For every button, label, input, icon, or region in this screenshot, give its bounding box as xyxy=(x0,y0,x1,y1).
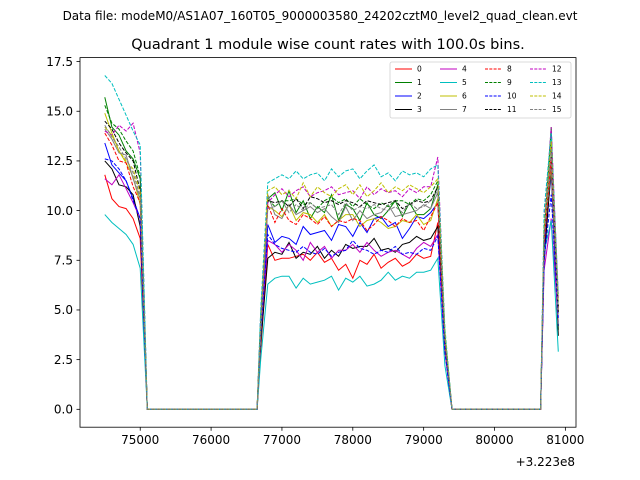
y-tick-label: 15.0 xyxy=(46,104,73,118)
series-line-11 xyxy=(104,120,559,410)
y-tick-label: 0.0 xyxy=(54,403,73,417)
legend-label-11: 11 xyxy=(507,105,517,114)
legend-label-1: 1 xyxy=(417,78,422,87)
figure-suptitle: Data file: modeM0/AS1A07_160T05_90000035… xyxy=(63,9,578,23)
legend-label-4: 4 xyxy=(462,65,467,74)
legend-label-15: 15 xyxy=(552,105,562,114)
y-axis-ticks: 0.0 2.5 5.0 7.5 10.0 12.5 15.0 17.5 xyxy=(46,55,80,417)
y-tick-label: 5.0 xyxy=(54,303,73,317)
x-tick-label: 79000 xyxy=(405,433,443,447)
legend-label-14: 14 xyxy=(552,92,562,101)
series-line-8 xyxy=(104,132,559,410)
chart-title: Quadrant 1 module wise count rates with … xyxy=(131,37,525,53)
series-line-9 xyxy=(104,105,559,410)
series-lines xyxy=(104,75,559,410)
legend-label-0: 0 xyxy=(417,65,422,74)
legend-label-7: 7 xyxy=(462,105,467,114)
x-tick-label: 78000 xyxy=(334,433,372,447)
x-tick-label: 77000 xyxy=(263,433,301,447)
axes-frame xyxy=(79,57,577,428)
legend-label-12: 12 xyxy=(552,65,562,74)
legend-label-3: 3 xyxy=(417,105,422,114)
legend-label-8: 8 xyxy=(507,65,512,74)
legend-label-5: 5 xyxy=(462,78,467,87)
y-tick-label: 2.5 xyxy=(54,353,73,367)
legend-label-2: 2 xyxy=(417,92,422,101)
y-tick-label: 12.5 xyxy=(46,154,73,168)
series-line-14 xyxy=(104,126,559,410)
y-tick-label: 10.0 xyxy=(46,204,73,218)
legend-label-9: 9 xyxy=(507,78,512,87)
series-line-13 xyxy=(104,75,559,410)
legend-label-13: 13 xyxy=(552,78,562,87)
x-tick-label: 80000 xyxy=(475,433,513,447)
y-tick-label: 7.5 xyxy=(54,253,73,267)
x-offset-label: +3.223e8 xyxy=(516,455,575,469)
x-tick-label: 75000 xyxy=(121,433,159,447)
series-line-15 xyxy=(104,124,559,410)
x-tick-label: 81000 xyxy=(546,433,584,447)
legend-box xyxy=(389,61,572,119)
legend-label-6: 6 xyxy=(462,92,467,101)
x-axis-ticks: 75000 76000 77000 78000 79000 80000 81000 xyxy=(121,427,584,447)
x-tick-label: 76000 xyxy=(192,433,230,447)
plot-area xyxy=(80,57,576,428)
y-tick-label: 17.5 xyxy=(46,55,73,69)
legend-label-10: 10 xyxy=(507,92,517,101)
